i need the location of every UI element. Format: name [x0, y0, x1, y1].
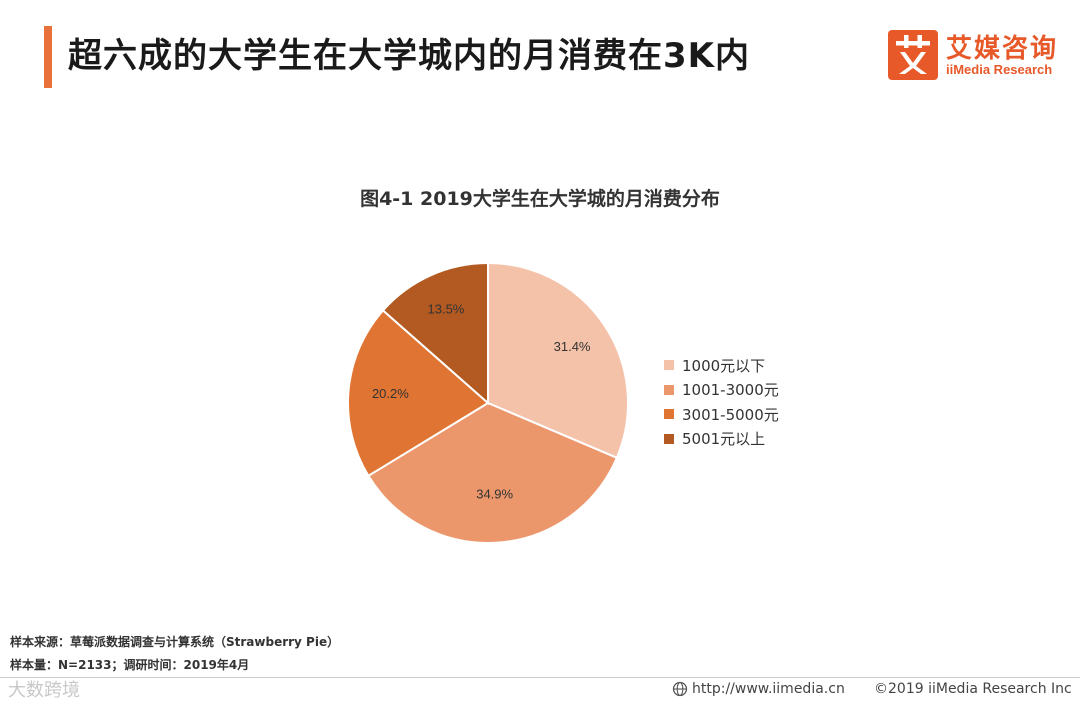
legend-swatch	[664, 433, 674, 444]
legend-label: 1001-3000元	[682, 381, 779, 400]
pie-slice-3	[347, 309, 490, 478]
pie-chart: 31.4% 34.9% 20.2% 13.5%	[347, 261, 629, 544]
legend-swatch	[664, 360, 674, 371]
legend-item-4: 5001元以上	[664, 427, 779, 452]
legend-swatch	[664, 384, 674, 395]
chart-title: 图4-1 2019大学生在大学城的月消费分布	[360, 188, 720, 210]
legend-item-2: 1001-3000元	[664, 378, 779, 403]
legend-label: 5001元以上	[682, 430, 766, 449]
legend-label: 3001-5000元	[682, 405, 779, 424]
title-accent-bar	[44, 26, 52, 88]
chart-legend: 1000元以下 1001-3000元 3001-5000元 5001元以上	[664, 353, 779, 451]
pie-data-label-4: 13.5%	[428, 301, 465, 316]
pie-slice-1	[487, 261, 629, 460]
globe-icon	[672, 681, 688, 697]
watermark-text: 大数跨境	[8, 680, 80, 701]
pie-data-label-1: 31.4%	[554, 339, 591, 354]
sample-source-note: 样本来源：草莓派数据调查与计算系统（Strawberry Pie）	[10, 635, 340, 649]
logo-name-en: iiMedia Research	[946, 62, 1053, 77]
legend-item-3: 3001-5000元	[664, 402, 779, 427]
legend-swatch	[664, 409, 674, 420]
footer-website[interactable]: http://www.iimedia.cn	[672, 681, 845, 697]
page-title: 超六成的大学生在大学城内的月消费在3K内	[68, 36, 751, 76]
logo-name-cn: 艾媒咨询	[946, 34, 1059, 64]
footer-divider	[0, 677, 1080, 678]
iimedia-logo: 艾媒咨询 iiMedia Research	[888, 28, 1063, 82]
pie-data-label-2: 34.9%	[476, 487, 513, 502]
logo-mark-icon	[888, 30, 938, 80]
footer-url-text[interactable]: http://www.iimedia.cn	[692, 681, 845, 697]
legend-item-1: 1000元以下	[664, 353, 779, 378]
footer-copyright: ©2019 iiMedia Research Inc	[874, 681, 1072, 697]
pie-slice-4	[381, 261, 489, 406]
legend-label: 1000元以下	[682, 356, 766, 375]
pie-data-label-3: 20.2%	[372, 386, 409, 401]
sample-size-note: 样本量：N=2133；调研时间：2019年4月	[10, 658, 250, 672]
